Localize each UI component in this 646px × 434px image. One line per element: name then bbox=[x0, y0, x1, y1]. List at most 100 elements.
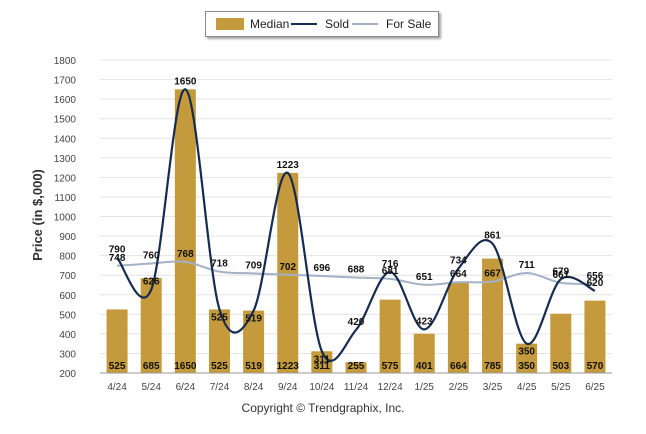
y-tick-label: 1800 bbox=[54, 56, 77, 67]
x-tick-label: 11/24 bbox=[344, 382, 369, 393]
x-tick-label: 12/24 bbox=[378, 382, 403, 393]
median-bar bbox=[550, 313, 572, 373]
sold-value-label: 519 bbox=[245, 314, 262, 325]
for-sale-value-label: 656 bbox=[587, 271, 604, 282]
x-tick-label: 3/25 bbox=[483, 382, 503, 393]
x-tick-label: 9/24 bbox=[278, 382, 298, 393]
for-sale-value-label: 696 bbox=[314, 263, 331, 274]
legend-label-sold: Sold bbox=[325, 17, 350, 31]
for-sale-value-label: 681 bbox=[382, 266, 399, 277]
y-tick-label: 500 bbox=[59, 310, 76, 321]
legend-label-forsale: For Sale bbox=[386, 17, 432, 31]
sold-value-label: 311 bbox=[314, 354, 331, 365]
y-tick-label: 900 bbox=[59, 232, 76, 243]
y-tick-label: 1700 bbox=[54, 76, 77, 87]
median-value-label: 685 bbox=[143, 361, 160, 372]
data-labels: 525 685 1650 525 519 1223 311 255 575 401 664 785 35… bbox=[109, 76, 604, 372]
sold-series bbox=[116, 88, 596, 362]
y-tick-label: 1400 bbox=[54, 134, 77, 145]
sold-value-label: 734 bbox=[450, 256, 467, 267]
median-value-label: 350 bbox=[518, 361, 535, 372]
legend-swatch-forsale bbox=[352, 23, 378, 25]
sold-value-label: 861 bbox=[484, 231, 501, 242]
median-value-label: 785 bbox=[484, 361, 501, 372]
median-value-label: 1650 bbox=[174, 361, 197, 372]
y-tick-label: 1100 bbox=[54, 193, 76, 204]
for-sale-line bbox=[116, 260, 595, 286]
sold-value-label: 626 bbox=[143, 277, 160, 288]
median-value-label: 255 bbox=[348, 361, 365, 372]
y-tick-label: 1500 bbox=[54, 115, 77, 126]
median-bar bbox=[106, 309, 128, 373]
x-tick-label: 5/25 bbox=[551, 382, 571, 393]
for-sale-value-label: 651 bbox=[416, 272, 433, 283]
legend-item-sold: Sold bbox=[291, 12, 349, 36]
legend-swatch-sold bbox=[291, 23, 317, 25]
y-tick-label: 1300 bbox=[54, 154, 77, 165]
median-bar bbox=[413, 333, 435, 373]
x-tick-label: 10/24 bbox=[309, 382, 334, 393]
x-tick-label: 4/25 bbox=[517, 382, 537, 393]
x-tick-label: 6/25 bbox=[585, 382, 605, 393]
median-bar bbox=[345, 362, 367, 373]
for-sale-value-label: 667 bbox=[484, 269, 501, 280]
for-sale-value-label: 709 bbox=[245, 260, 262, 271]
median-value-label: 525 bbox=[109, 361, 126, 372]
median-bars bbox=[106, 89, 606, 373]
median-bar bbox=[174, 89, 196, 373]
x-tick-label: 6/24 bbox=[176, 382, 196, 393]
x-tick-label: 4/24 bbox=[107, 382, 127, 393]
legend: Median Sold For Sale bbox=[205, 11, 439, 37]
for-sale-value-label: 711 bbox=[519, 260, 536, 271]
median-value-label: 503 bbox=[552, 361, 569, 372]
sold-line bbox=[116, 88, 596, 362]
sold-value-label: 1223 bbox=[277, 160, 300, 171]
for-sale-value-label: 748 bbox=[109, 253, 126, 264]
y-tick-label: 600 bbox=[59, 291, 76, 302]
sold-value-label: 716 bbox=[382, 259, 399, 270]
x-tick-label: 1/25 bbox=[415, 382, 435, 393]
median-bar bbox=[379, 299, 401, 373]
median-value-label: 525 bbox=[211, 361, 228, 372]
sold-value-label: 620 bbox=[587, 278, 604, 289]
median-value-label: 575 bbox=[382, 361, 399, 372]
median-bar bbox=[482, 258, 504, 373]
median-bar bbox=[208, 309, 230, 373]
sold-value-label: 423 bbox=[416, 316, 433, 327]
legend-swatch-median bbox=[216, 18, 244, 30]
y-tick-label: 200 bbox=[59, 369, 76, 380]
for-sale-value-label: 718 bbox=[211, 259, 228, 270]
for-sale-value-label: 768 bbox=[177, 249, 194, 260]
median-bar bbox=[277, 172, 299, 373]
sold-value-label: 679 bbox=[552, 266, 569, 277]
y-tick-label: 700 bbox=[59, 271, 76, 282]
for-sale-value-label: 664 bbox=[450, 269, 467, 280]
for-sale-value-label: 760 bbox=[143, 250, 160, 261]
median-bar bbox=[140, 278, 162, 373]
sold-value-label: 1650 bbox=[174, 76, 197, 87]
median-bar bbox=[447, 282, 469, 373]
sold-value-label: 790 bbox=[109, 245, 126, 256]
sold-value-label: 420 bbox=[348, 317, 365, 328]
median-bar bbox=[243, 310, 265, 373]
copyright-text: Copyright © Trendgraphix, Inc. bbox=[241, 401, 405, 415]
for-sale-value-label: 702 bbox=[279, 262, 296, 273]
for-sale-value-label: 688 bbox=[348, 265, 365, 276]
for-sale-value-label: 661 bbox=[552, 270, 569, 281]
y-tick-label: 400 bbox=[59, 330, 76, 341]
axes: 200 300 400 500 600 700 800 900 1000 1100 1200 1300… bbox=[54, 56, 612, 393]
median-value-label: 1223 bbox=[277, 361, 300, 372]
median-bar bbox=[584, 300, 606, 373]
y-tick-label: 300 bbox=[59, 349, 76, 360]
y-tick-label: 800 bbox=[59, 252, 76, 263]
x-tick-label: 7/24 bbox=[210, 382, 230, 393]
y-tick-label: 1000 bbox=[54, 213, 77, 224]
y-axis-title: Price (in $,000) bbox=[30, 169, 45, 261]
for-sale-series bbox=[116, 260, 595, 286]
x-tick-label: 2/25 bbox=[449, 382, 469, 393]
median-value-label: 401 bbox=[416, 361, 433, 372]
median-bar bbox=[311, 351, 333, 373]
median-value-label: 311 bbox=[314, 361, 331, 372]
median-value-label: 570 bbox=[587, 361, 604, 372]
